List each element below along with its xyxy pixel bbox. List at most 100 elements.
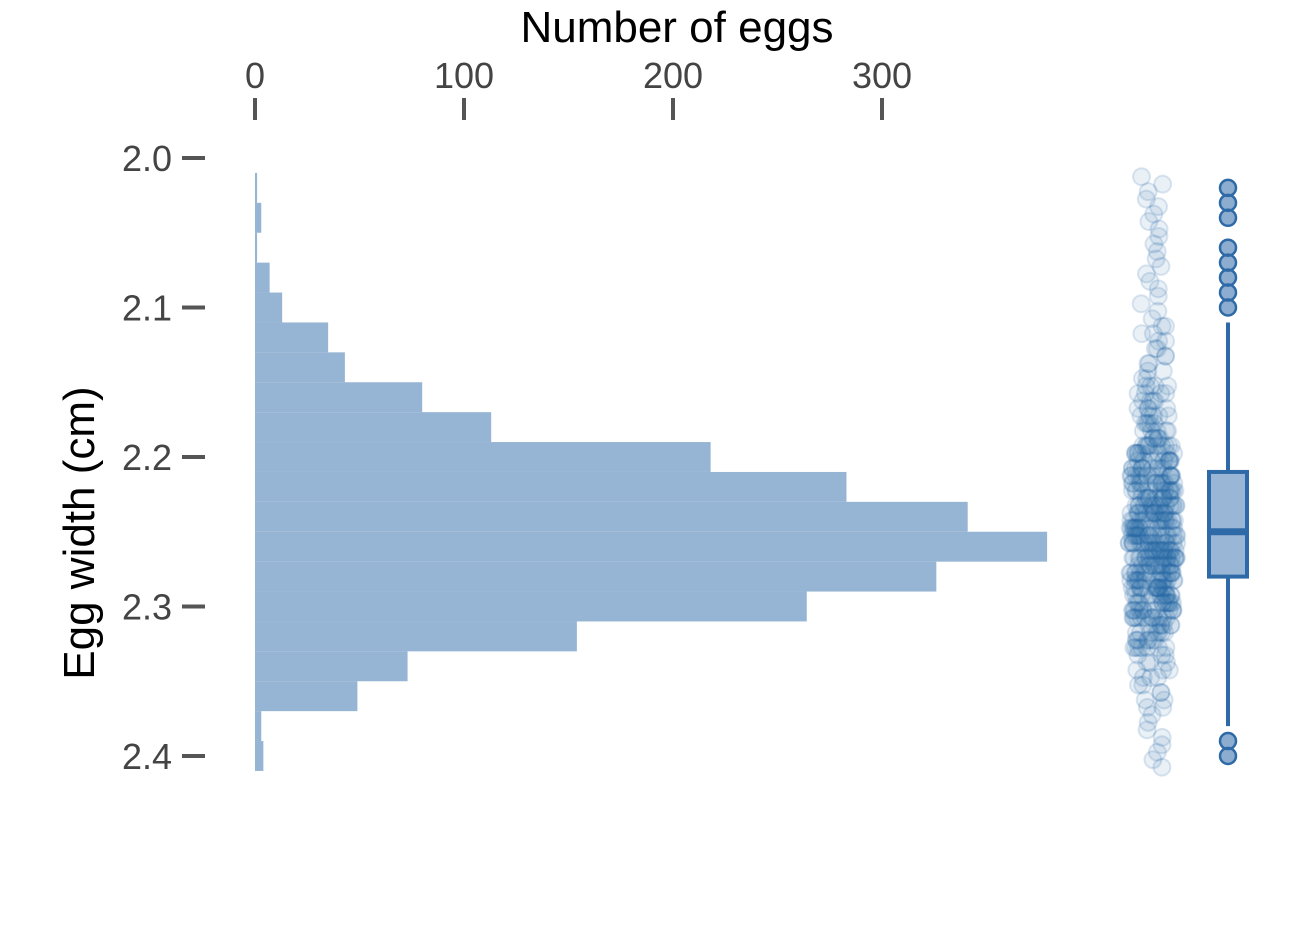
strip-point: [1126, 570, 1146, 590]
strip-point: [1136, 436, 1156, 456]
strip-point: [1157, 593, 1177, 613]
strip-point: [1162, 563, 1182, 583]
strip-point: [1141, 503, 1161, 523]
strip-point: [1153, 361, 1173, 381]
strip-point: [1122, 525, 1142, 545]
strip-point: [1148, 488, 1168, 508]
histogram-bar: [255, 711, 262, 742]
strip-point: [1126, 518, 1146, 538]
strip-point: [1145, 376, 1165, 396]
strip-point: [1138, 398, 1158, 418]
strip-point: [1137, 436, 1157, 456]
strip-point: [1135, 548, 1155, 568]
strip-point: [1156, 608, 1176, 628]
histogram-bar: [255, 471, 847, 502]
strip-point: [1145, 391, 1165, 411]
strip-point: [1153, 608, 1173, 628]
strip-point: [1164, 570, 1184, 590]
strip-point: [1149, 226, 1169, 246]
strip-point: [1132, 481, 1152, 501]
strip-point: [1155, 645, 1175, 665]
strip-point: [1150, 511, 1170, 531]
strip-point: [1148, 279, 1168, 299]
strip-point: [1148, 428, 1168, 448]
strip-point: [1137, 264, 1157, 284]
strip-point: [1139, 615, 1159, 635]
strip-point: [1131, 563, 1151, 583]
strip-point: [1154, 540, 1174, 560]
strip-point: [1127, 443, 1147, 463]
histogram-bar: [255, 621, 577, 652]
strip-point: [1163, 600, 1183, 620]
strip-point: [1162, 555, 1182, 575]
strip-point: [1152, 570, 1172, 590]
x-tick-label: 300: [852, 55, 912, 96]
strip-point: [1152, 316, 1172, 336]
strip-point: [1144, 234, 1164, 254]
strip-point: [1143, 496, 1163, 516]
strip-point: [1140, 555, 1160, 575]
strip-point: [1125, 563, 1145, 583]
strip-point: [1126, 630, 1146, 650]
strip-point: [1129, 518, 1149, 538]
histogram-bar: [255, 232, 258, 263]
strip-point: [1120, 563, 1140, 583]
strip-point: [1155, 511, 1175, 531]
strip-point: [1128, 398, 1148, 418]
strip-point: [1152, 757, 1172, 777]
strip-point: [1125, 458, 1145, 478]
strip-point: [1122, 578, 1142, 598]
strip-point: [1156, 578, 1176, 598]
strip-point: [1142, 705, 1162, 725]
strip-point: [1156, 316, 1176, 336]
strip-point: [1156, 511, 1176, 531]
strip-point: [1154, 578, 1174, 598]
strip-point: [1130, 623, 1150, 643]
strip-point: [1131, 466, 1151, 486]
strip-point: [1154, 690, 1174, 710]
strip-point: [1130, 548, 1150, 568]
strip-point: [1125, 443, 1145, 463]
strip-point: [1126, 623, 1146, 643]
strip-point: [1161, 585, 1181, 605]
strip-point: [1137, 413, 1157, 433]
strip-point: [1148, 668, 1168, 688]
y-tick-label: 2.2: [122, 437, 172, 478]
strip-point: [1132, 533, 1152, 553]
strip-point: [1139, 525, 1159, 545]
strip-point: [1146, 473, 1166, 493]
y-tick-label: 2.0: [122, 138, 172, 179]
strip-point: [1127, 503, 1147, 523]
strip-point: [1151, 615, 1171, 635]
strip-point: [1163, 496, 1183, 516]
strip-point: [1156, 585, 1176, 605]
strip-point: [1160, 540, 1180, 560]
strip-point: [1133, 511, 1153, 531]
strip-point: [1129, 466, 1149, 486]
strip-point: [1141, 376, 1161, 396]
histogram-bar: [255, 382, 423, 413]
strip-point: [1143, 540, 1163, 560]
strip-point: [1151, 585, 1171, 605]
histogram-bar: [255, 561, 937, 592]
strip-point: [1124, 548, 1144, 568]
strip-point: [1149, 406, 1169, 426]
histogram-bar: [255, 591, 807, 622]
strip-point: [1151, 458, 1171, 478]
histogram-bar: [255, 531, 1048, 562]
strip-point: [1137, 630, 1157, 650]
strip-point: [1155, 346, 1175, 366]
strip-point: [1148, 428, 1168, 448]
strip-point: [1139, 540, 1159, 560]
strip-point: [1122, 458, 1142, 478]
strip-point: [1127, 593, 1147, 613]
strip-point: [1160, 555, 1180, 575]
strip-point: [1144, 503, 1164, 523]
strip-point: [1124, 638, 1144, 658]
x-axis-title: Number of eggs: [520, 3, 833, 52]
boxplot-outlier: [1218, 238, 1238, 257]
strip-point: [1130, 578, 1150, 598]
strip-point: [1124, 600, 1144, 620]
strip-point: [1156, 443, 1176, 463]
strip-point: [1137, 466, 1157, 486]
